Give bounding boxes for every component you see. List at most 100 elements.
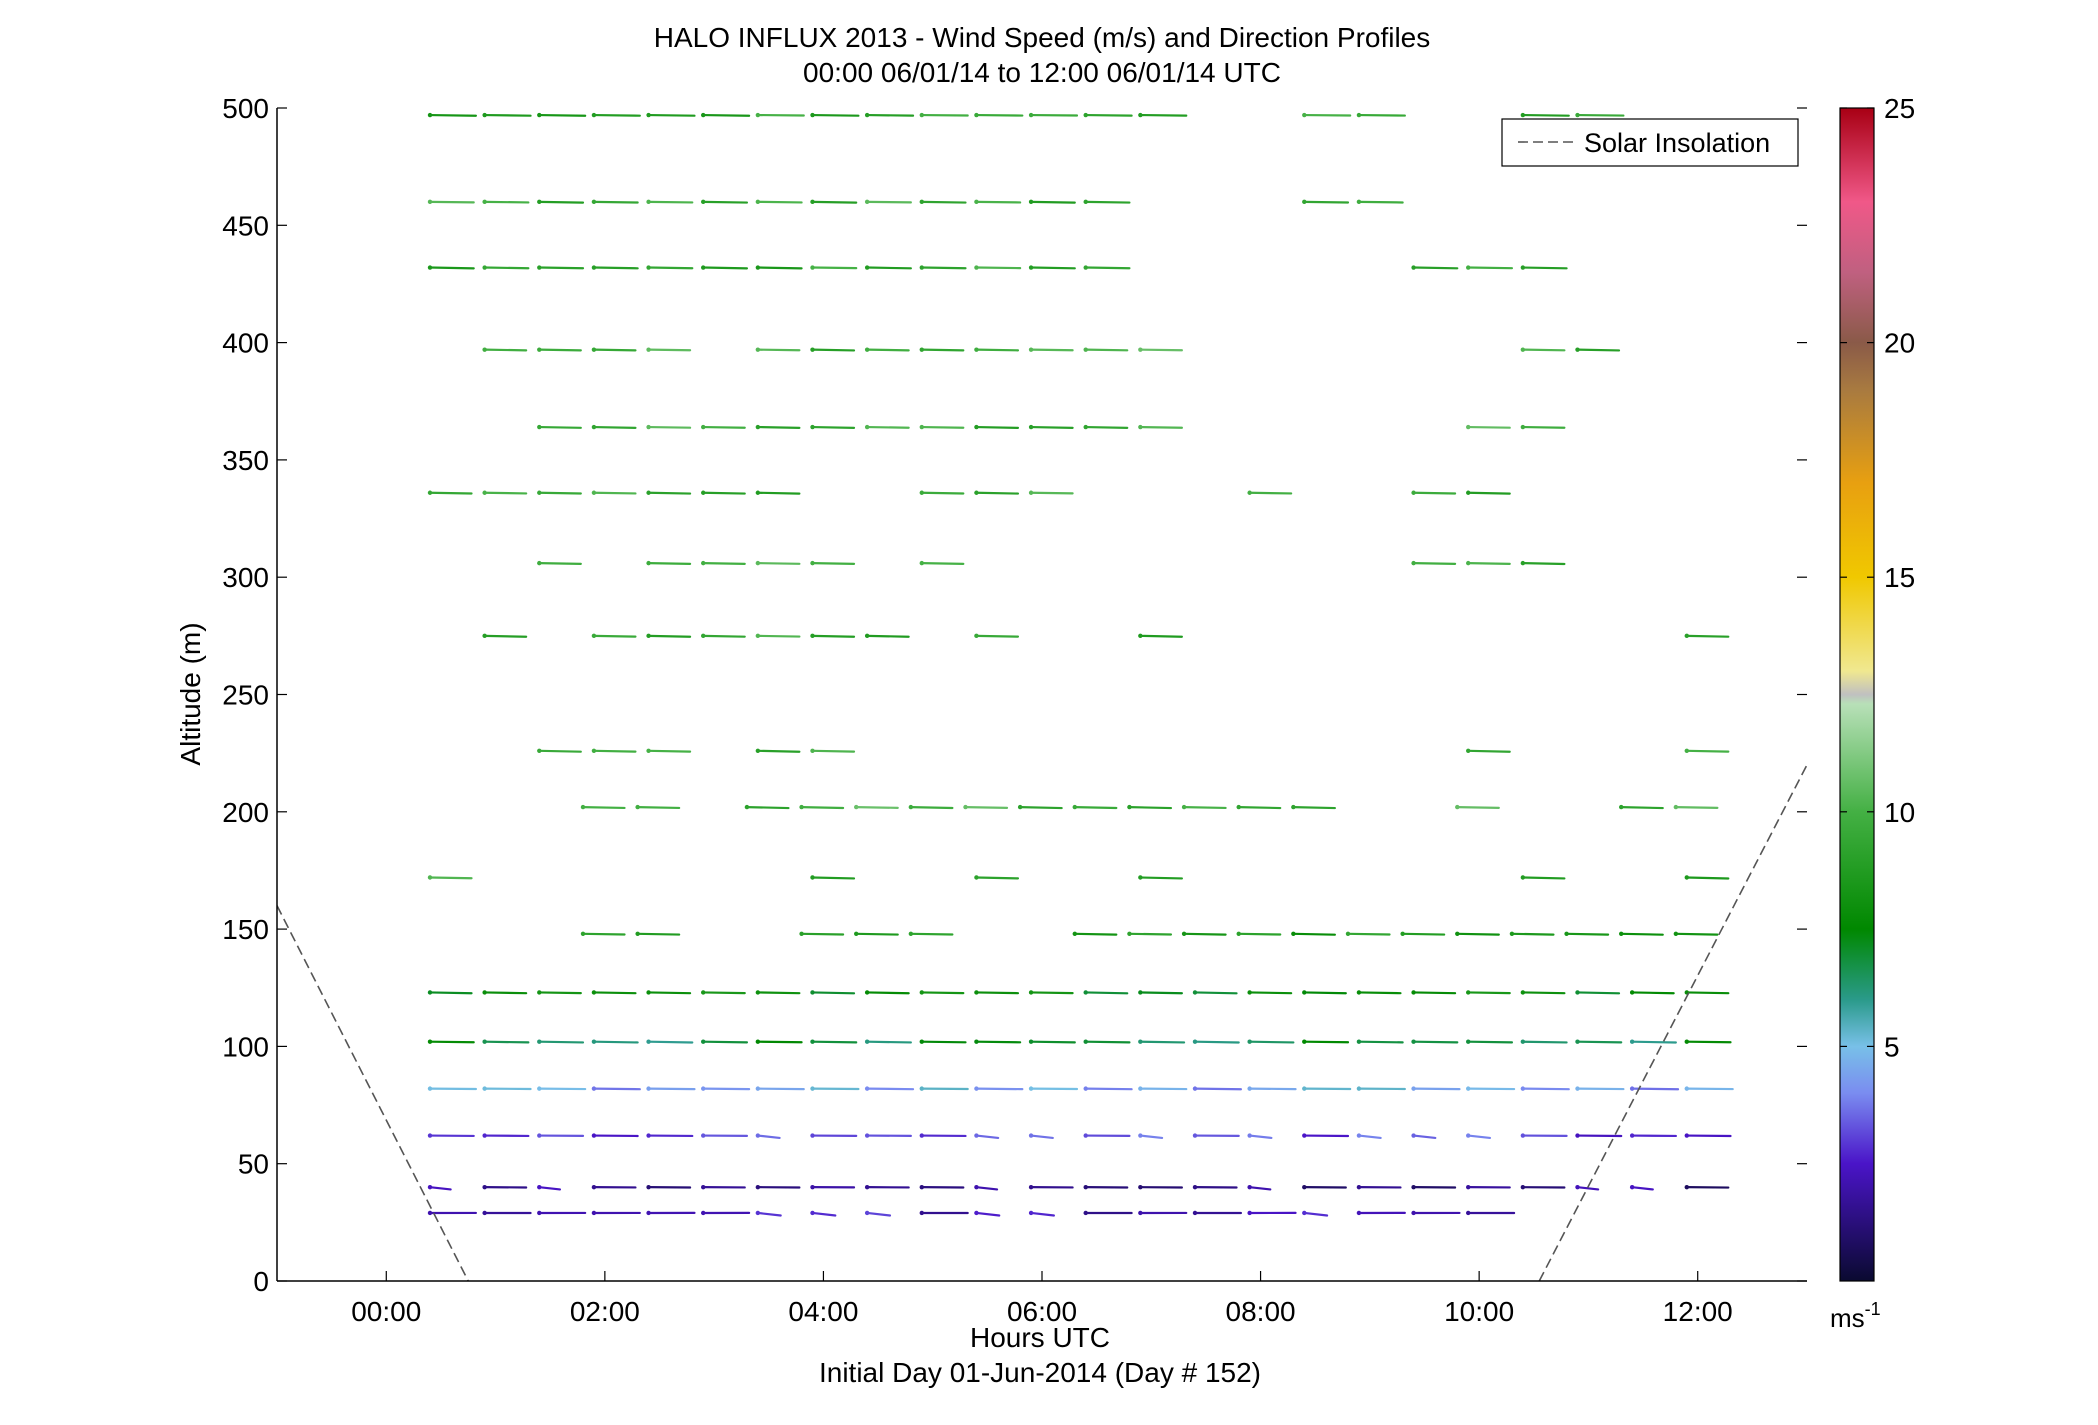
wind-barb [855, 932, 899, 936]
wind-barb-origin [1302, 112, 1307, 118]
y-tick-label: 200 [222, 797, 269, 828]
wind-barb [1139, 348, 1183, 352]
wind-barb [811, 425, 856, 429]
colorbar-tick-label: 5 [1884, 1031, 1900, 1062]
wind-barb [811, 266, 858, 270]
wind-barb-origin [755, 265, 761, 270]
wind-barb [1576, 1186, 1600, 1191]
wind-barb-origin [810, 875, 815, 880]
wind-barb-origin [701, 990, 706, 995]
wind-barb-origin [1302, 1133, 1307, 1138]
wind-barb [592, 348, 637, 352]
wind-barb-origin [974, 1039, 979, 1044]
wind-barb-origin [1236, 804, 1241, 810]
wind-barb-origin [1138, 990, 1143, 995]
colorbar-unit-exponent: -1 [1865, 1299, 1881, 1319]
wind-barb [428, 266, 475, 270]
wind-barb [1237, 932, 1282, 936]
wind-barb-origin [1083, 1086, 1088, 1091]
wind-barb [538, 749, 582, 753]
y-tick-label: 400 [222, 328, 269, 359]
wind-barb-origin [537, 748, 542, 754]
wind-barb-origin [580, 804, 586, 810]
wind-barb-origin [864, 1086, 870, 1091]
colorbar-gradient [1839, 107, 1875, 1282]
wind-barb [1357, 113, 1406, 117]
wind-barb-origin [963, 804, 968, 810]
wind-barb [1412, 1134, 1437, 1140]
wind-barb [1521, 876, 1566, 880]
wind-barb-origin [646, 1039, 651, 1044]
wind-barb-origin [1619, 804, 1624, 810]
wind-barb-origin [810, 560, 815, 566]
wind-barb-origin [635, 931, 640, 936]
wind-barb-origin [810, 633, 815, 639]
wind-barb [702, 1040, 749, 1044]
wind-barb [1029, 425, 1074, 429]
wind-barb [702, 113, 751, 117]
wind-barb [647, 348, 692, 352]
wind-barb-origin [1411, 1184, 1416, 1190]
wind-barb-origin [744, 804, 750, 810]
wind-barb [756, 634, 801, 638]
wind-barb [483, 348, 528, 352]
wind-barb [975, 634, 1020, 638]
wind-barb-origin [701, 424, 706, 430]
wind-barb [1467, 1134, 1492, 1140]
wind-barb-origin [427, 112, 433, 118]
wind-barb [756, 200, 803, 204]
wind-barb-origin [919, 1210, 924, 1216]
wind-barb-origin [1302, 1210, 1307, 1216]
wind-barb-origin [1684, 875, 1689, 880]
wind-barb-origin [1345, 931, 1351, 936]
wind-barb [800, 932, 845, 936]
wind-barb-origin [1411, 1039, 1416, 1044]
wind-barb [1631, 1186, 1654, 1191]
wind-barb-origin [482, 347, 487, 352]
wind-barb [975, 425, 1020, 430]
wind-barb [1456, 806, 1500, 809]
wind-barb [1084, 1087, 1133, 1091]
wind-barb-origin [701, 199, 706, 205]
wind-barb-origin [1138, 633, 1143, 639]
wind-barb [1467, 749, 1511, 753]
wind-barb-origin [974, 1086, 979, 1091]
x-axis-ticks: 00:00 02:00 04:00 06:00 08:00 10:00 12:00 [351, 1271, 1733, 1327]
wind-barb-origin [810, 748, 815, 754]
wind-barb [811, 113, 860, 117]
wind-barb-origin [1629, 990, 1635, 995]
wind-barb [636, 806, 681, 810]
wind-barb-origin [1028, 347, 1034, 352]
x-tick-label: 12:00 [1663, 1296, 1733, 1327]
wind-barb-origin [482, 112, 487, 118]
wind-barb-origin [646, 424, 651, 430]
wind-barb [1685, 991, 1730, 995]
wind-barb-origin [482, 199, 487, 205]
wind-barb [1084, 425, 1129, 429]
wind-barb [483, 200, 530, 204]
wind-barb-origin [1356, 1133, 1362, 1138]
wind-barb [1685, 634, 1730, 638]
wind-barb [1139, 634, 1183, 638]
wind-barb [1084, 266, 1131, 270]
wind-barb-origin [755, 1133, 761, 1138]
wind-barb-origin [427, 875, 433, 880]
wind-barb [647, 425, 692, 429]
wind-barb-origin [1138, 1184, 1143, 1190]
wind-barb [1303, 991, 1347, 995]
wind-barb [702, 1087, 751, 1091]
wind-barb-origin [864, 347, 870, 352]
wind-barb [855, 806, 899, 809]
wind-barb-origin [1127, 931, 1132, 936]
wind-barb-origin [908, 804, 914, 810]
wind-barb-origin [755, 1039, 761, 1044]
wind-barb-origin [1236, 931, 1241, 936]
wind-barb [1084, 113, 1133, 117]
wind-barb [1576, 1040, 1623, 1044]
wind-barb-origin [1575, 347, 1580, 352]
wind-barb-origin [646, 560, 651, 566]
wind-barb [1521, 1087, 1570, 1091]
wind-barb-origin [1520, 560, 1526, 566]
wind-barb [1674, 806, 1719, 809]
wind-barb [592, 1087, 641, 1091]
